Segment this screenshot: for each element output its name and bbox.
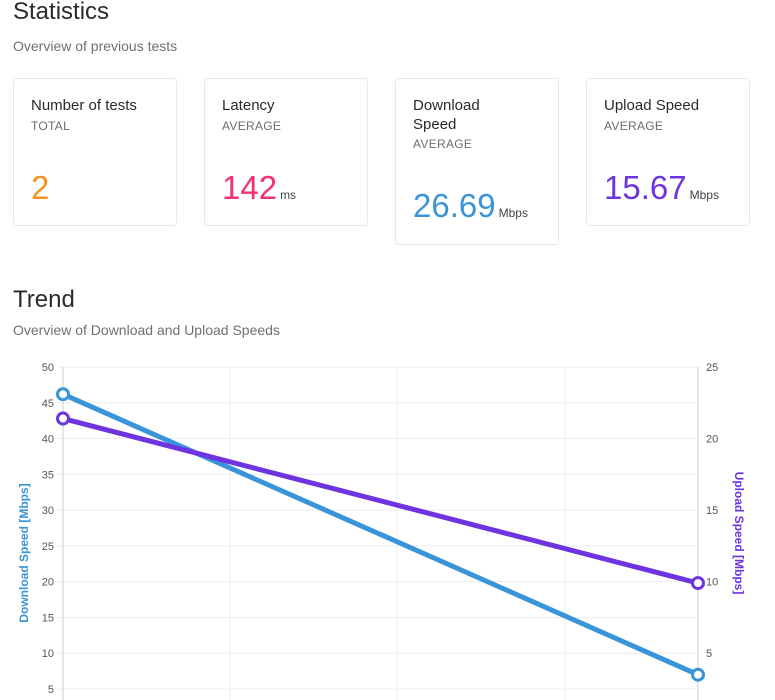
card-value-unit: Mbps [689,188,719,202]
card-sublabel: TOTAL [31,119,71,133]
left-tick-label: 25 [42,541,54,553]
right-tick-label: 20 [706,434,718,446]
card-sublabel: AVERAGE [413,137,473,151]
chart-series [56,387,705,682]
trend-chart: 5 10 15 20 25 30 35 40 45 50 5 10 15 20 25 Download S… [0,356,775,700]
right-tick-label: 10 [706,577,718,589]
right-tick-label: 15 [706,505,718,517]
left-tick-label: 35 [42,469,54,481]
left-tick-label: 40 [42,434,54,446]
card-upload-speed: Upload Speed AVERAGE 15.67 Mbps [586,78,750,226]
card-label: Upload Speed [604,97,700,114]
right-axis-title: Upload Speed [Mbps] [732,472,746,595]
card-download-speed: Download Speed AVERAGE 26.69 Mbps [395,78,559,245]
card-label: Latency [222,97,275,114]
card-latency: Latency AVERAGE 142 ms [204,78,368,226]
statistics-subtitle: Overview of previous tests [13,38,178,54]
chart-grid [0,356,775,700]
left-tick-label: 20 [42,577,54,589]
series-point-upload [691,576,705,591]
trend-subtitle: Overview of Download and Upload Speeds [13,322,280,338]
right-tick-label: 5 [706,648,712,660]
left-tick-label: 15 [42,612,54,624]
card-value-number: 142 [222,169,278,206]
card-value: 26.69 Mbps [413,189,528,222]
statistics-title: Statistics [13,0,110,25]
trend-title: Trend [13,286,75,313]
left-tick-label: 50 [42,362,54,374]
card-value-unit: Mbps [498,206,528,220]
left-tick-label: 30 [42,505,54,517]
card-label: Number of tests [31,97,137,114]
card-number-of-tests: Number of tests TOTAL 2 [13,78,177,226]
card-value-number: 26.69 [413,187,496,224]
card-value-unit: ms [280,188,297,202]
card-value-number: 2 [31,169,50,206]
left-tick-label: 10 [42,648,54,660]
card-value: 15.67 Mbps [604,171,719,204]
series-point-download [691,667,705,682]
series-point-download [56,387,70,402]
series-point-upload [56,411,70,426]
card-sublabel: AVERAGE [222,119,282,133]
card-sublabel: AVERAGE [604,119,664,133]
left-tick-label: 45 [42,398,54,410]
right-axis-ticks: 5 10 15 20 25 [706,362,718,660]
card-value-number: 15.67 [604,169,687,206]
left-axis-ticks: 5 10 15 20 25 30 35 40 45 50 [42,362,54,696]
series-line-upload [60,416,701,586]
left-axis-title: Download Speed [Mbps] [17,483,31,622]
card-value: 142 ms [222,171,296,204]
card-value: 2 [31,171,52,204]
chart-background [0,356,775,700]
card-label: Download Speed [413,97,480,133]
series-line-download [60,391,701,678]
right-tick-label: 25 [706,362,718,374]
left-tick-label: 5 [48,684,54,696]
